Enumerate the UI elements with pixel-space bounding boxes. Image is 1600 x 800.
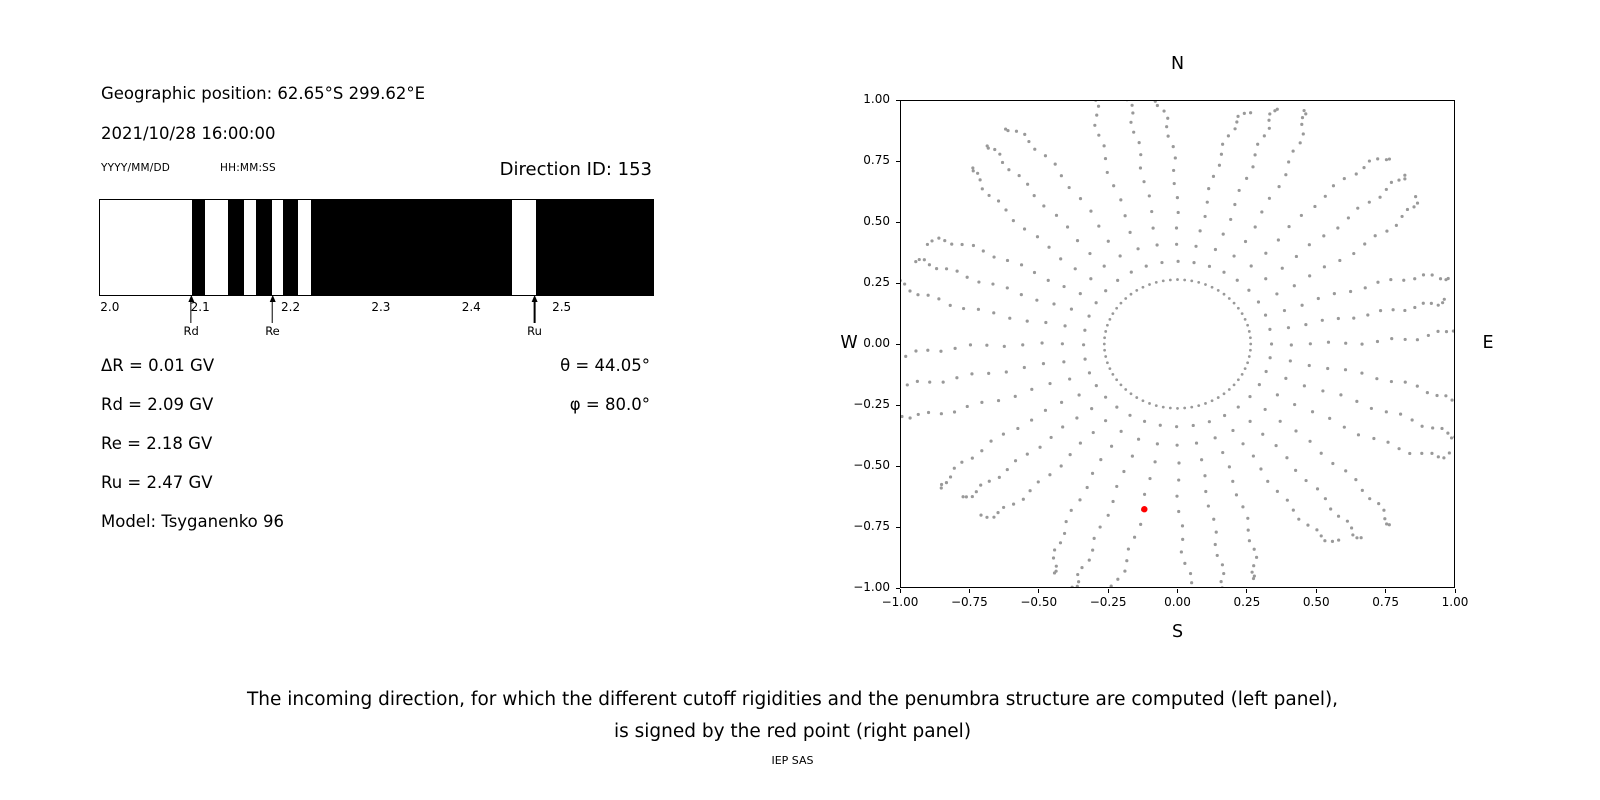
cutoff-marker-re: Re [265,295,280,338]
penumbra-forbidden-band [256,200,272,295]
penumbra-forbidden-band [283,200,298,295]
caption-line-1: The incoming direction, for which the di… [246,689,1339,710]
credit-label: IEP SAS [771,754,814,767]
y-tick-label: 0.00 [863,336,890,350]
y-tick-label: 0.25 [863,275,890,289]
penumbra-forbidden-band [535,200,653,295]
y-tick-label: 0.50 [863,214,890,228]
y-tick-mark [896,404,900,406]
cutoff-marker-ru: Ru [527,295,542,338]
x-tick-label: 0.00 [1164,595,1191,609]
y-tick-mark [896,526,900,528]
x-tick-mark [1246,589,1248,593]
geographic-position-label: Geographic position: 62.65°S 299.62°E [101,84,426,103]
compass-north-label: N [1170,54,1185,74]
penumbra-x-axis: 2.0 2.1 2.2 2.3 2.4 2.5 [99,300,652,316]
x-tick-mark [1177,589,1178,593]
arrow-stem [271,302,274,323]
y-tick-mark [896,343,900,345]
direction-id-label: Direction ID: 153 [499,159,652,180]
theta-value: θ = 44.05° [560,356,650,375]
compass-west-label: W [840,333,858,353]
direction-plot-panel: N E S W 1.00 0.75 0.50 0.25 0.00 −0.25 −0.50 −0… [820,50,1540,665]
x-tick-mark [1315,589,1317,593]
x-tick-mark [1454,589,1456,593]
x-tick-mark [1107,589,1109,593]
y-tick-mark [896,160,900,162]
penumbra-tick-label: 2.3 [371,300,391,314]
x-tick-mark [1038,589,1040,593]
x-tick-mark [1385,589,1387,593]
rd-value: Rd = 2.09 GV [101,395,214,414]
cutoff-marker-label: Ru [527,324,542,338]
up-arrow-icon [269,295,276,302]
x-tick-mark [968,589,970,593]
y-tick-label: −0.25 [853,397,890,411]
penumbra-forbidden-band [310,200,513,295]
y-tick-mark [896,465,900,467]
up-arrow-icon [188,295,195,302]
x-tick-label: 0.50 [1302,595,1330,609]
figure-caption: The incoming direction, for which the di… [0,684,1585,767]
penumbra-tick-label: 2.4 [461,300,481,314]
penumbra-forbidden-band [228,200,244,295]
x-tick-mark [899,589,901,593]
x-tick-label: 0.25 [1233,595,1261,609]
datetime-label: 2021/10/28 16:00:00 [101,124,276,143]
up-arrow-icon [531,295,538,302]
x-tick-label: 0.75 [1372,595,1399,609]
penumbra-tick-label: 2.1 [190,300,210,314]
x-tick-label: 1.00 [1441,595,1469,609]
y-tick-mark [896,99,900,101]
cutoff-marker-label: Re [265,324,280,338]
arrow-stem [190,302,192,323]
penumbra-tick-label: 2.2 [281,300,301,314]
cutoff-marker-rd: Rd [184,295,199,338]
asymptotic-direction-dots [901,101,1454,587]
x-tick-label: −1.00 [881,595,919,609]
penumbra-bar-chart [99,199,654,296]
asymptotic-scatter [901,101,1454,587]
x-tick-label: −0.50 [1020,595,1058,609]
cutoff-marker-label: Rd [183,324,199,338]
model-label: Model: Tsyganenko 96 [101,512,285,531]
y-tick-label: 1.00 [863,92,890,106]
ru-value: Ru = 2.47 GV [101,473,213,492]
compass-east-label: E [1482,333,1494,353]
penumbra-forbidden-band [192,200,205,295]
y-tick-label: −0.75 [853,519,890,533]
y-tick-mark [896,587,900,589]
time-format-hint: HH:MM:SS [220,162,276,174]
x-tick-label: −0.25 [1089,595,1127,609]
penumbra-cutoff-markers: Rd Re Ru [99,295,652,350]
re-value: Re = 2.18 GV [101,434,213,453]
penumbra-tick-label: 2.0 [100,300,120,314]
compass-south-label: S [1171,622,1184,642]
x-tick-label: −0.75 [950,595,988,609]
selected-direction-point [1141,506,1148,513]
arrow-stem [533,302,536,323]
y-tick-label: 0.75 [863,153,890,167]
asymptotic-plot-area [900,100,1455,588]
delta-r-value: ΔR = 0.01 GV [101,356,215,375]
caption-line-2: is signed by the red point (right panel) [613,721,972,742]
y-tick-label: −0.50 [853,458,890,472]
y-tick-mark [896,221,900,223]
penumbra-tick-label: 2.5 [552,300,572,314]
date-format-hint: YYYY/MM/DD [101,162,171,174]
y-tick-mark [896,282,900,284]
y-tick-label: −1.00 [853,580,890,594]
phi-value: φ = 80.0° [569,395,650,414]
